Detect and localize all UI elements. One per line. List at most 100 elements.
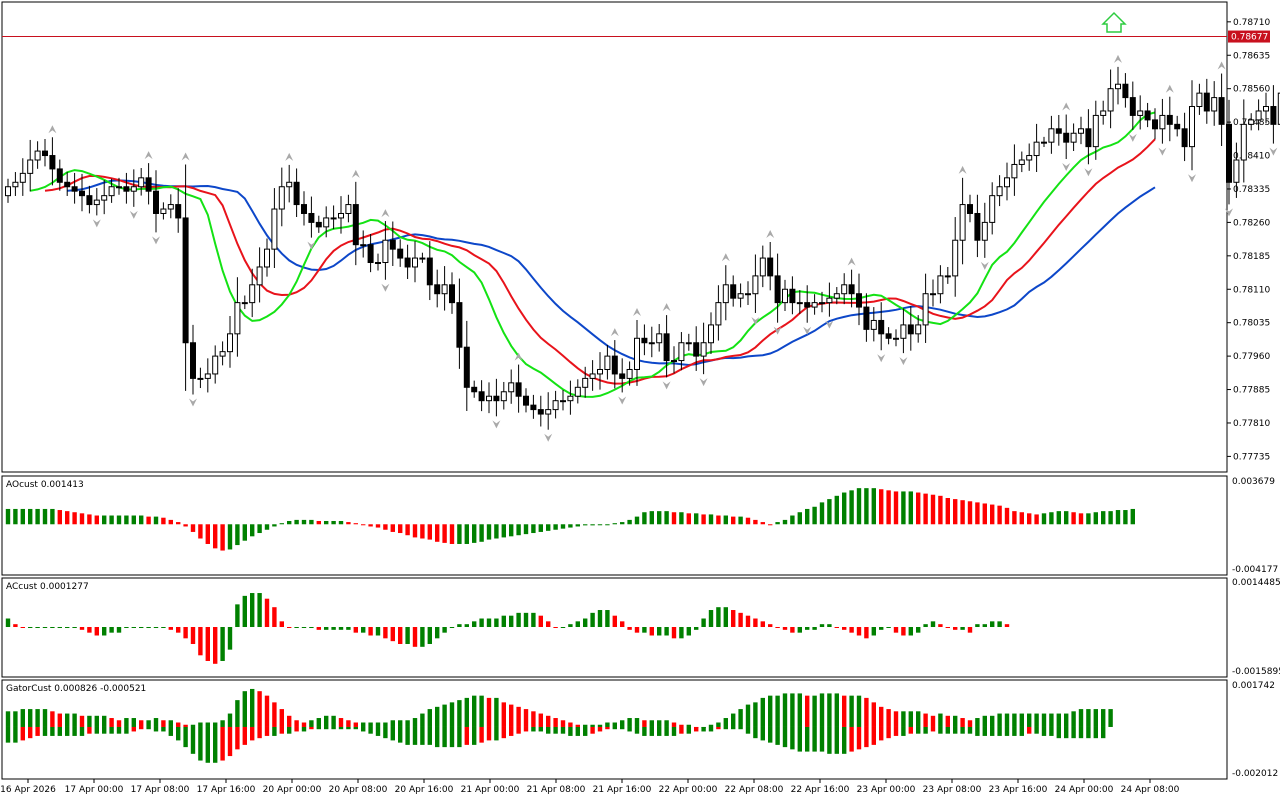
gator-upper-bar <box>65 713 70 727</box>
aocust-bar <box>198 524 203 539</box>
gator-lower-bar <box>553 726 558 734</box>
accust-bar <box>331 627 336 630</box>
accust-bar <box>982 624 987 628</box>
accust-bar <box>812 627 817 630</box>
accust-bar <box>945 627 950 629</box>
candle <box>671 360 677 363</box>
accust-bar <box>94 627 99 636</box>
price-tick-label: 0.78335 <box>1233 185 1270 195</box>
gator-lower-bar <box>427 726 432 745</box>
fractal-down-arrow-icon <box>618 396 627 405</box>
candle <box>560 400 566 403</box>
gator-lower-bar <box>938 726 943 734</box>
accust-bar <box>723 607 728 628</box>
gator-lower-bar <box>287 726 292 734</box>
fractal-up-arrow-icon <box>285 152 294 161</box>
gator-lower-bar <box>346 726 351 730</box>
gator-lower-bar <box>716 726 721 730</box>
candle <box>478 391 485 402</box>
gator-lower-bar <box>1086 726 1091 739</box>
gator-upper-bar <box>124 718 129 727</box>
aocust-bar <box>967 501 973 525</box>
gator-lower-bar <box>353 726 358 730</box>
gator-lower-bar <box>945 726 950 734</box>
accust-bar <box>523 612 529 628</box>
price-panel[interactable]: 0.787100.786350.785600.784850.784100.783… <box>2 11 1280 462</box>
gator-lower-bar <box>982 726 987 736</box>
ao-panel[interactable] <box>5 488 1135 551</box>
aocust-bar <box>190 524 196 532</box>
gator-upper-bar <box>797 693 802 727</box>
accust-bar <box>190 627 196 644</box>
candle <box>79 190 85 197</box>
candle <box>804 302 811 308</box>
gator-lower-bar <box>205 726 210 763</box>
accust-bar <box>338 627 344 630</box>
time-tick-label: 21 Apr 16:00 <box>593 785 652 795</box>
gator-lower-bar <box>153 726 159 732</box>
gator-upper-bar <box>901 711 906 727</box>
fractal-down-arrow-icon <box>1269 147 1278 156</box>
aocust-bar <box>72 512 77 525</box>
gator-upper-bar <box>812 695 817 727</box>
accust-bar <box>72 627 77 629</box>
candle <box>530 404 537 411</box>
candle <box>767 257 774 277</box>
accust-bar <box>560 627 566 629</box>
current-price-value: 0.78677 <box>1231 33 1268 43</box>
gator-upper-bar <box>953 715 958 727</box>
candle <box>774 275 781 304</box>
candle <box>796 302 803 305</box>
aocust-bar <box>901 491 906 525</box>
candle <box>1063 132 1070 143</box>
gator-lower-bar <box>390 726 395 741</box>
accust-bar <box>775 627 780 629</box>
gator-lower-bar <box>139 726 144 730</box>
gator-lower-bar <box>435 726 440 748</box>
candle <box>345 204 352 214</box>
gator-lower-bar <box>827 726 832 754</box>
aocust-bar <box>390 524 395 532</box>
aocust-bar <box>1123 510 1128 525</box>
gator-lower-bar <box>235 726 240 750</box>
candle <box>1004 177 1010 188</box>
candle <box>508 382 515 393</box>
gator-lower-bar <box>94 726 99 734</box>
gator-upper-bar <box>405 720 410 727</box>
aocust-bar <box>605 524 610 526</box>
gator-upper-bar <box>1086 709 1091 727</box>
gator-lower-bar <box>790 726 795 750</box>
gator-lower-bar <box>642 726 647 736</box>
accust-bar <box>916 627 921 633</box>
panel-frame-0 <box>1 1 1228 473</box>
candle <box>545 409 552 415</box>
aocust-bar <box>686 513 691 525</box>
gator-panel[interactable] <box>5 688 1113 763</box>
fractal-down-arrow-icon <box>1188 174 1196 183</box>
aocust-bar <box>405 524 410 536</box>
fractal-up-arrow-icon <box>514 352 523 361</box>
candle <box>1152 119 1158 130</box>
candle <box>382 239 389 264</box>
aocust-bar <box>819 502 825 525</box>
alligator-jaw-line <box>67 179 1156 367</box>
aocust-bar <box>990 504 995 525</box>
aocust-bar <box>1071 512 1076 525</box>
aocust-bar <box>812 506 817 525</box>
gator-lower-bar <box>28 726 33 739</box>
fractal-down-arrow-icon <box>189 398 197 407</box>
aocust-bar <box>28 508 33 525</box>
gator-upper-bar <box>20 709 25 727</box>
ac-panel[interactable] <box>5 593 1010 664</box>
gator-lower-bar <box>1019 726 1024 736</box>
accust-bar <box>753 618 758 628</box>
aocust-bar <box>634 516 640 525</box>
accust-bar <box>597 610 603 628</box>
candle <box>412 257 418 268</box>
aocust-bar <box>1130 508 1135 525</box>
gator-upper-bar <box>583 724 588 727</box>
aocust-bar <box>553 524 558 530</box>
fractal-up-arrow-icon <box>847 257 856 266</box>
fractal-down-arrow-icon <box>307 241 316 250</box>
